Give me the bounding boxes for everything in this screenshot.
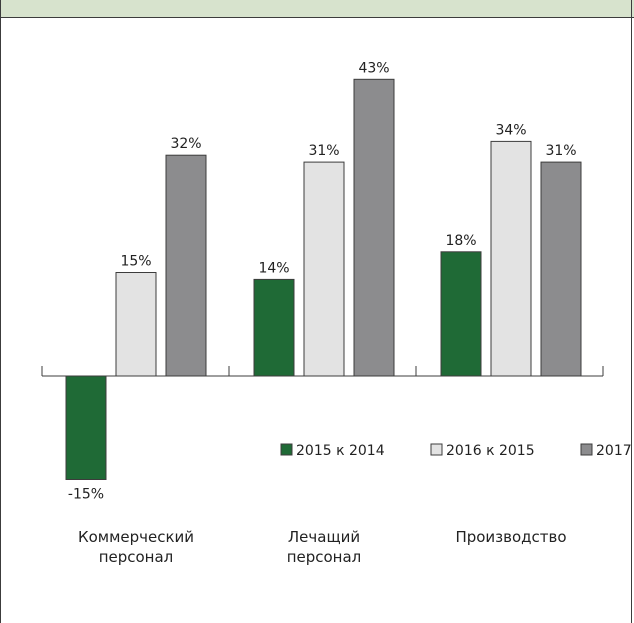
data-label: 43%: [358, 60, 389, 76]
category-label: Производство: [455, 528, 566, 546]
data-label: -15%: [68, 487, 104, 503]
legend-swatch: [580, 443, 593, 456]
category-label: Коммерческий: [78, 528, 194, 546]
legend: 2015 к 2014 2016 к 2015 2017 к 2016: [280, 443, 634, 459]
category-label: персонал: [287, 548, 362, 566]
legend-swatch: [430, 443, 443, 456]
header-band: [0, 0, 634, 18]
bar: [253, 278, 295, 377]
bar: [165, 154, 207, 377]
data-label: 32%: [170, 136, 201, 152]
bar: [540, 161, 582, 377]
bar: [490, 140, 532, 377]
bar: [303, 161, 345, 377]
data-label: 31%: [308, 143, 339, 159]
bars-group: [65, 78, 582, 480]
bar: [353, 78, 395, 377]
data-label: 14%: [258, 260, 289, 276]
legend-swatch: [280, 443, 293, 456]
bar: [65, 375, 107, 480]
data-label: 31%: [545, 143, 576, 159]
data-label: 18%: [445, 233, 476, 249]
data-label: 15%: [120, 254, 151, 270]
category-labels-group: Коммерческий персонал Лечащий персонал Произ…: [78, 528, 567, 566]
category-label: персонал: [99, 548, 174, 566]
legend-label: 2015 к 2014: [296, 443, 385, 459]
category-label: Лечащий: [288, 528, 360, 546]
data-label: 34%: [495, 122, 526, 138]
legend-label: 2017 к 2016: [596, 443, 634, 459]
bar: [440, 251, 482, 377]
value-labels-group: -15% 15% 32% 14% 31% 43% 18% 34% 31%: [68, 60, 577, 502]
legend-label: 2016 к 2015: [446, 443, 535, 459]
axis-group: [41, 366, 604, 377]
bar: [115, 272, 157, 377]
